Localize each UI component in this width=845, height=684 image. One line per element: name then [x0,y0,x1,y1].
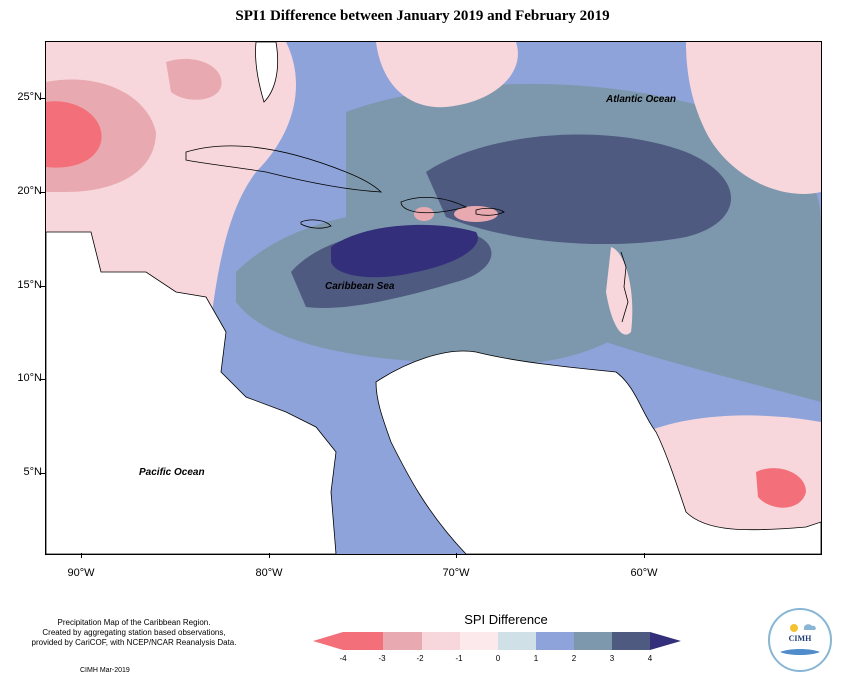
jamaica-outline [300,219,332,229]
lat-tick [40,98,45,99]
legend-swatch [574,632,612,650]
cuba-outline [185,145,383,193]
spi-difference-map [45,41,822,555]
map-credits: Precipitation Map of the Caribbean Regio… [14,618,254,648]
legend-tick-label: -1 [455,654,463,663]
puerto-rico-outline [475,207,505,216]
lon-label-70w: 70°W [442,567,470,579]
legend-tick-label: 3 [609,654,615,663]
map-surface [46,42,821,554]
lat-label-5n: 5°N [23,466,42,478]
legend-tick-label: 0 [495,654,501,663]
lat-tick [40,473,45,474]
legend-swatch [612,632,650,650]
cimh-logo: CIMH [768,608,832,672]
legend-arrow-high [650,632,681,650]
legend-swatch [383,632,422,650]
lesser-antilles-outline [620,251,629,323]
sun-icon [780,624,820,655]
south-america-landmass [375,350,821,554]
florida-landmass [255,42,279,103]
field-gulf-east [166,58,222,100]
lat-label-20n: 20°N [17,185,42,197]
legend-colorbar [313,632,681,650]
field-ne-negative-1 [376,42,518,108]
credits-line-2: Created by aggregating station based obs… [42,628,226,637]
legend-tick-label: -3 [378,654,386,663]
hispaniola-outline [400,197,468,214]
credits-line-3: provided by CariCOF, with NCEP/NCAR Rean… [31,638,237,647]
lon-label-60w: 60°W [630,567,658,579]
legend-swatch [422,632,460,650]
lon-tick [81,553,82,558]
legend-tick-label: 1 [533,654,539,663]
legend-tick-label: -4 [339,654,347,663]
lat-tick [40,286,45,287]
lon-label-90w: 90°W [67,567,95,579]
lat-label-15n: 15°N [17,279,42,291]
legend-tick-label: 4 [647,654,653,663]
field-caribbean-max [331,224,478,278]
atlantic-ocean-label: Atlantic Ocean [606,94,677,105]
field-gulf-strong [46,101,102,168]
credits-line-1: Precipitation Map of the Caribbean Regio… [57,618,211,627]
legend-arrow-low [313,632,343,650]
lon-tick [456,553,457,558]
legend-title: SPI Difference [464,612,548,627]
field-ne-negative-2 [686,42,821,194]
map-title: SPI1 Difference between January 2019 and… [235,8,610,24]
field-hispaniola-negative [414,207,434,221]
field-atlantic-core [426,134,731,245]
logo-text: CIMH [788,634,812,643]
legend-swatch [460,632,498,650]
lat-tick [40,192,45,193]
legend-swatch [536,632,574,650]
legend-swatch [343,632,383,650]
pacific-ocean-label: Pacific Ocean [139,467,205,478]
legend-swatch [498,632,536,650]
field-guiana-strong [756,468,806,508]
lat-tick [40,379,45,380]
lon-tick [644,553,645,558]
legend-tick-label: -2 [416,654,424,663]
lon-label-80w: 80°W [255,567,283,579]
credits-date: CIMH Mar-2019 [80,667,130,674]
central-america-landmass [46,231,337,554]
lon-tick [269,553,270,558]
lat-label-25n: 25°N [17,91,42,103]
legend-tick-label: 2 [571,654,577,663]
caribbean-sea-label: Caribbean Sea [325,281,395,292]
lat-label-10n: 10°N [17,372,42,384]
